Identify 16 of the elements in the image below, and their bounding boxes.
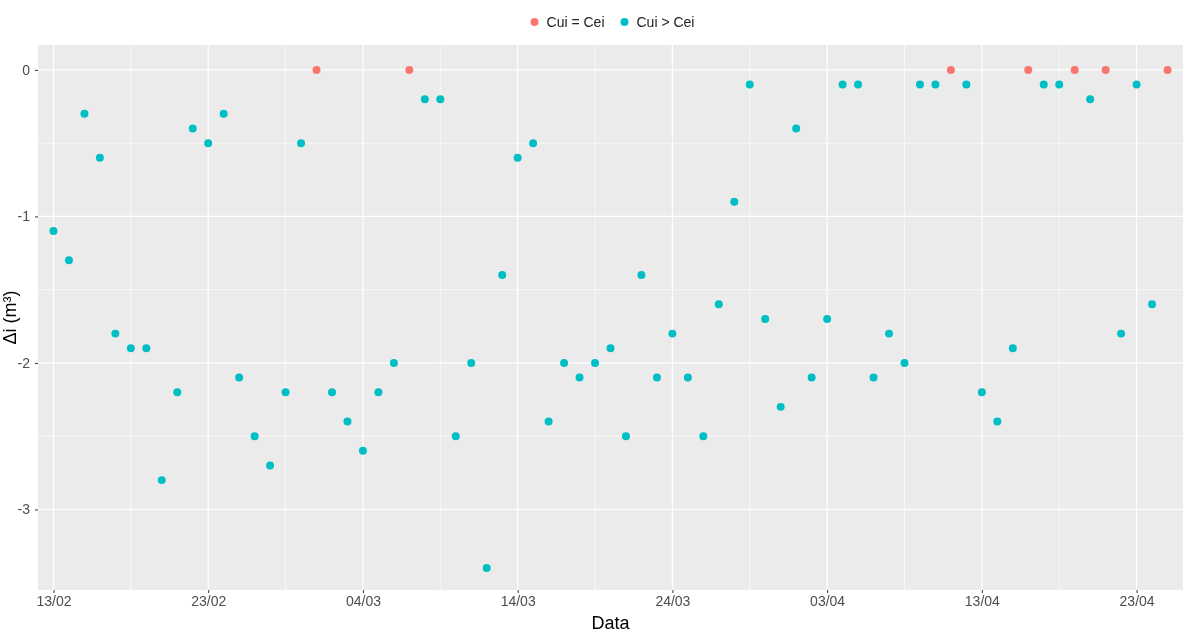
x-tick-label: 04/03 xyxy=(345,592,382,609)
x-tick-label: 03/04 xyxy=(810,592,846,609)
y-tick-label: 0 xyxy=(22,61,31,78)
legend-label: Cui > Cei xyxy=(636,14,695,30)
y-tick-label: -2 xyxy=(17,354,31,371)
x-tick-label: 14/03 xyxy=(500,592,536,609)
y-tick-label: -3 xyxy=(17,501,31,518)
legend-label: Cui = Cei xyxy=(546,14,605,30)
x-axis-title: Data xyxy=(591,613,631,631)
x-tick-label: 13/02 xyxy=(36,592,72,609)
y-tick-label: -1 xyxy=(17,208,31,225)
x-tick-label: 24/03 xyxy=(655,592,691,609)
x-tick-label: 23/02 xyxy=(191,592,227,609)
x-tick-label: 23/04 xyxy=(1119,592,1155,609)
y-axis-title: Δi (m³) xyxy=(0,290,20,345)
x-tick-label: 13/04 xyxy=(964,592,1001,609)
